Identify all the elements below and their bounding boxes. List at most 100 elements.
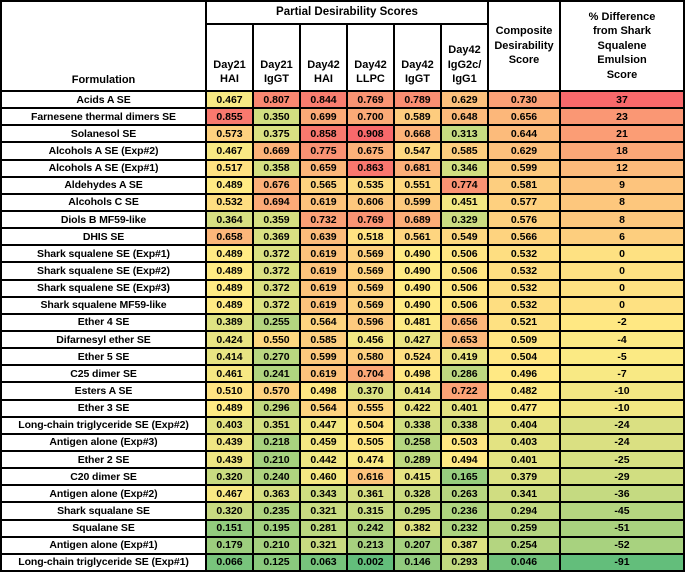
table-row: Ether 3 SE 0.489 0.296 0.564 0.555 0.422 0.401… (0, 398, 685, 418)
partial-score-cell: 0.235 (252, 501, 301, 521)
composite-score-cell: 0.581 (487, 175, 561, 195)
table-row: Aldehydes A SE 0.489 0.676 0.565 0.535 0.551 0… (0, 175, 685, 195)
table-body: Acids A SE 0.467 0.807 0.844 0.769 0.789 0.629… (0, 89, 685, 572)
formulation-cell: Ether 5 SE (0, 347, 207, 367)
partial-score-cell: 0.506 (440, 278, 489, 298)
partial-score-cell: 0.658 (205, 227, 254, 247)
partial-score-cell: 0.151 (205, 518, 254, 538)
partial-score-cell: 0.550 (252, 329, 301, 350)
partial-score-cell: 0.372 (252, 295, 301, 315)
col-header-day42-iggt: Day42 IgGT (393, 23, 442, 92)
partial-score-cell: 0.414 (393, 381, 442, 401)
pct-difference-cell: 0 (559, 261, 685, 281)
partial-score-cell: 0.596 (346, 312, 395, 332)
partial-score-cell: 0.551 (393, 175, 442, 195)
partial-score-cell: 0.415 (393, 467, 442, 487)
formulation-cell: Shark squalene SE (Exp#3) (0, 278, 207, 298)
pct-difference-cell: 8 (559, 192, 685, 212)
table-row: Alcohols A SE (Exp#1) 0.517 0.358 0.659 0.86… (0, 158, 685, 178)
partial-score-cell: 0.489 (205, 261, 254, 281)
formulation-cell: Alcohols C SE (0, 192, 207, 212)
partial-score-cell: 0.704 (346, 364, 395, 384)
table-row: Long-chain triglyceride SE (Exp#2) 0.403 0… (0, 415, 685, 435)
partial-score-cell: 0.125 (252, 552, 301, 572)
pct-difference-cell: -51 (559, 518, 685, 538)
pct-difference-cell: 0 (559, 295, 685, 315)
formulation-cell: C25 dimer SE (0, 364, 207, 384)
partial-score-cell: 0.580 (346, 347, 395, 367)
pct-difference-cell: -24 (559, 432, 685, 452)
partial-score-cell: 0.532 (205, 192, 254, 212)
pct-difference-cell: -36 (559, 484, 685, 504)
composite-score-cell: 0.401 (487, 449, 561, 470)
partial-score-cell: 0.569 (346, 244, 395, 264)
composite-score-cell: 0.656 (487, 107, 561, 127)
pct-difference-cell: -29 (559, 467, 685, 487)
table-row: Acids A SE 0.467 0.807 0.844 0.769 0.789 0.629… (0, 89, 685, 110)
partial-score-cell: 0.289 (393, 449, 442, 470)
partial-score-cell: 0.498 (393, 364, 442, 384)
partial-score-cell: 0.241 (252, 364, 301, 384)
table-row: Shark squalene SE (Exp#3) 0.489 0.372 0.619… (0, 278, 685, 298)
partial-score-cell: 0.232 (440, 518, 489, 538)
partial-score-cell: 0.179 (205, 535, 254, 555)
pct-difference-cell: -52 (559, 535, 685, 555)
partial-score-cell: 0.195 (252, 518, 301, 538)
partial-score-cell: 0.370 (346, 381, 395, 401)
partial-score-cell: 0.359 (252, 209, 301, 230)
partial-score-cell: 0.467 (205, 141, 254, 161)
partial-score-cell: 0.363 (252, 484, 301, 504)
partial-score-cell: 0.669 (252, 141, 301, 161)
composite-score-cell: 0.644 (487, 124, 561, 144)
table-row: Esters A SE 0.510 0.570 0.498 0.370 0.414 0.72… (0, 381, 685, 401)
partial-score-cell: 0.439 (205, 449, 254, 470)
partial-score-cell: 0.807 (252, 89, 301, 110)
partial-score-cell: 0.372 (252, 244, 301, 264)
partial-score-cell: 0.555 (346, 398, 395, 418)
table-row: DHIS SE 0.658 0.369 0.639 0.518 0.561 0.549 0.5… (0, 227, 685, 247)
composite-score-cell: 0.532 (487, 261, 561, 281)
partial-score-cell: 0.549 (440, 227, 489, 247)
partial-score-cell: 0.694 (252, 192, 301, 212)
formulation-cell: C20 dimer SE (0, 467, 207, 487)
partial-score-cell: 0.599 (299, 347, 348, 367)
partial-score-cell: 0.358 (252, 158, 301, 178)
formulation-cell: Acids A SE (0, 89, 207, 110)
partial-score-cell: 0.506 (440, 295, 489, 315)
partial-score-cell: 0.490 (393, 295, 442, 315)
partial-score-cell: 0.619 (299, 278, 348, 298)
composite-score-cell: 0.532 (487, 278, 561, 298)
composite-score-cell: 0.532 (487, 295, 561, 315)
partial-score-cell: 0.387 (440, 535, 489, 555)
composite-score-cell: 0.496 (487, 364, 561, 384)
pct-difference-cell: -91 (559, 552, 685, 572)
partial-score-cell: 0.451 (440, 192, 489, 212)
table-row: Ether 2 SE 0.439 0.210 0.442 0.474 0.289 0.494… (0, 449, 685, 470)
composite-score-cell: 0.576 (487, 209, 561, 230)
partial-score-cell: 0.517 (205, 158, 254, 178)
partial-score-cell: 0.561 (393, 227, 442, 247)
table-row: C20 dimer SE 0.320 0.240 0.460 0.616 0.415 0.1… (0, 467, 685, 487)
partial-score-cell: 0.675 (346, 141, 395, 161)
partial-score-cell: 0.490 (393, 261, 442, 281)
pct-difference-cell: 18 (559, 141, 685, 161)
partial-score-cell: 0.616 (346, 467, 395, 487)
formulation-cell: Long-chain triglyceride SE (Exp#2) (0, 415, 207, 435)
partial-score-cell: 0.656 (440, 312, 489, 332)
partial-score-cell: 0.351 (252, 415, 301, 435)
col-header-day42-llpc: Day42 LLPC (346, 23, 395, 92)
partial-score-cell: 0.619 (299, 244, 348, 264)
partial-score-cell: 0.585 (440, 141, 489, 161)
col-header-formulation: Formulation (0, 0, 207, 92)
composite-score-cell: 0.566 (487, 227, 561, 247)
pct-difference-cell: -7 (559, 364, 685, 384)
table-row: Ether 4 SE 0.389 0.255 0.564 0.596 0.481 0.656… (0, 312, 685, 332)
partial-score-cell: 0.255 (252, 312, 301, 332)
col-header-day42-hai: Day42 HAI (299, 23, 348, 92)
table-row: Squalane SE 0.151 0.195 0.281 0.242 0.382 0.23… (0, 518, 685, 538)
partial-score-cell: 0.343 (299, 484, 348, 504)
partial-score-cell: 0.361 (346, 484, 395, 504)
formulation-cell: Ether 3 SE (0, 398, 207, 418)
pct-difference-cell: -45 (559, 501, 685, 521)
partial-score-cell: 0.535 (346, 175, 395, 195)
